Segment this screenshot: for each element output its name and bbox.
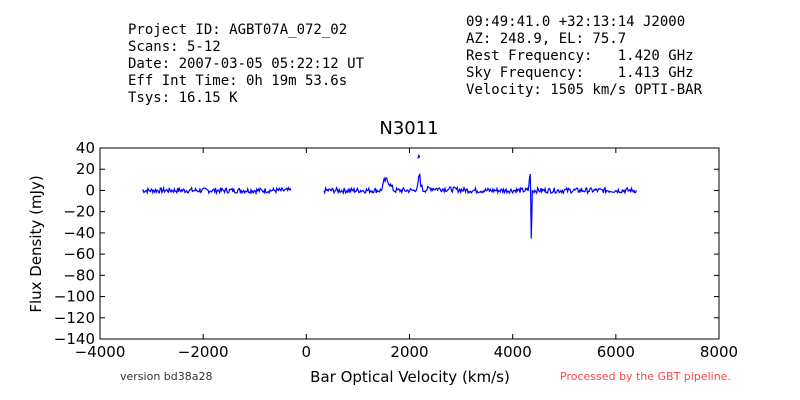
y-tick-label: −140 [54,330,95,348]
x-tick-label: 8000 [700,343,738,361]
project-id: Project ID: AGBT07A_072_02 [128,22,348,38]
y-tick-label: −120 [54,309,95,327]
rest-frequency: Rest Frequency: 1.420 GHz [466,48,694,64]
x-tick-label: 0 [302,343,312,361]
version-text: version bd38a28 [120,370,213,383]
date: Date: 2007-03-05 05:22:12 UT [128,56,365,72]
tsys: Tsys: 16.15 K [128,90,238,106]
chart-title: N3011 [379,118,438,139]
x-tick-label: −2000 [178,343,229,361]
x-tick-label: −4000 [75,343,126,361]
spectrum-series-0-segment-2 [417,153,421,159]
plot-frame [99,147,720,340]
x-tick-label: 2000 [390,343,428,361]
x-tick-label: 4000 [494,343,532,361]
y-tick-label: −80 [63,266,95,284]
x-axis-label: Bar Optical Velocity (km/s) [310,368,510,386]
y-tick-label: 40 [76,139,95,157]
y-tick-label: −40 [63,224,95,242]
az-el: AZ: 248.9, EL: 75.7 [466,31,627,47]
scans: Scans: 5-12 [128,39,221,55]
y-tick-label: 20 [76,160,95,178]
y-axis-label: Flux Density (mJy) [27,175,45,312]
y-tick-label: −60 [63,245,95,263]
y-tick-label: −100 [54,288,95,306]
eff-int-time: Eff Int Time: 0h 19m 53.6s [128,73,348,89]
sky-frequency: Sky Frequency: 1.413 GHz [466,65,694,81]
velocity: Velocity: 1505 km/s OPTI-BAR [466,82,703,98]
plot-layer [142,153,638,239]
y-tick-label: 0 [85,181,95,199]
tick-layer: −4000 −2000 0 2000 4000 6000 8000 40 20 0 −20 −40 −6… [54,139,738,361]
spectrum-series-0-segment-1 [323,173,638,239]
spectrum-series-0-segment-0 [142,185,292,196]
observation-info-left: Project ID: AGBT07A_072_02 Scans: 5-12 D… [128,22,364,107]
y-tick-label: −20 [63,203,95,221]
observation-info-right: 09:49:41.0 +32:13:14 J2000 AZ: 248.9, EL… [466,14,702,99]
processed-text: Processed by the GBT pipeline. [560,370,731,383]
coordinates: 09:49:41.0 +32:13:14 J2000 [466,14,686,30]
x-tick-label: 6000 [597,343,635,361]
